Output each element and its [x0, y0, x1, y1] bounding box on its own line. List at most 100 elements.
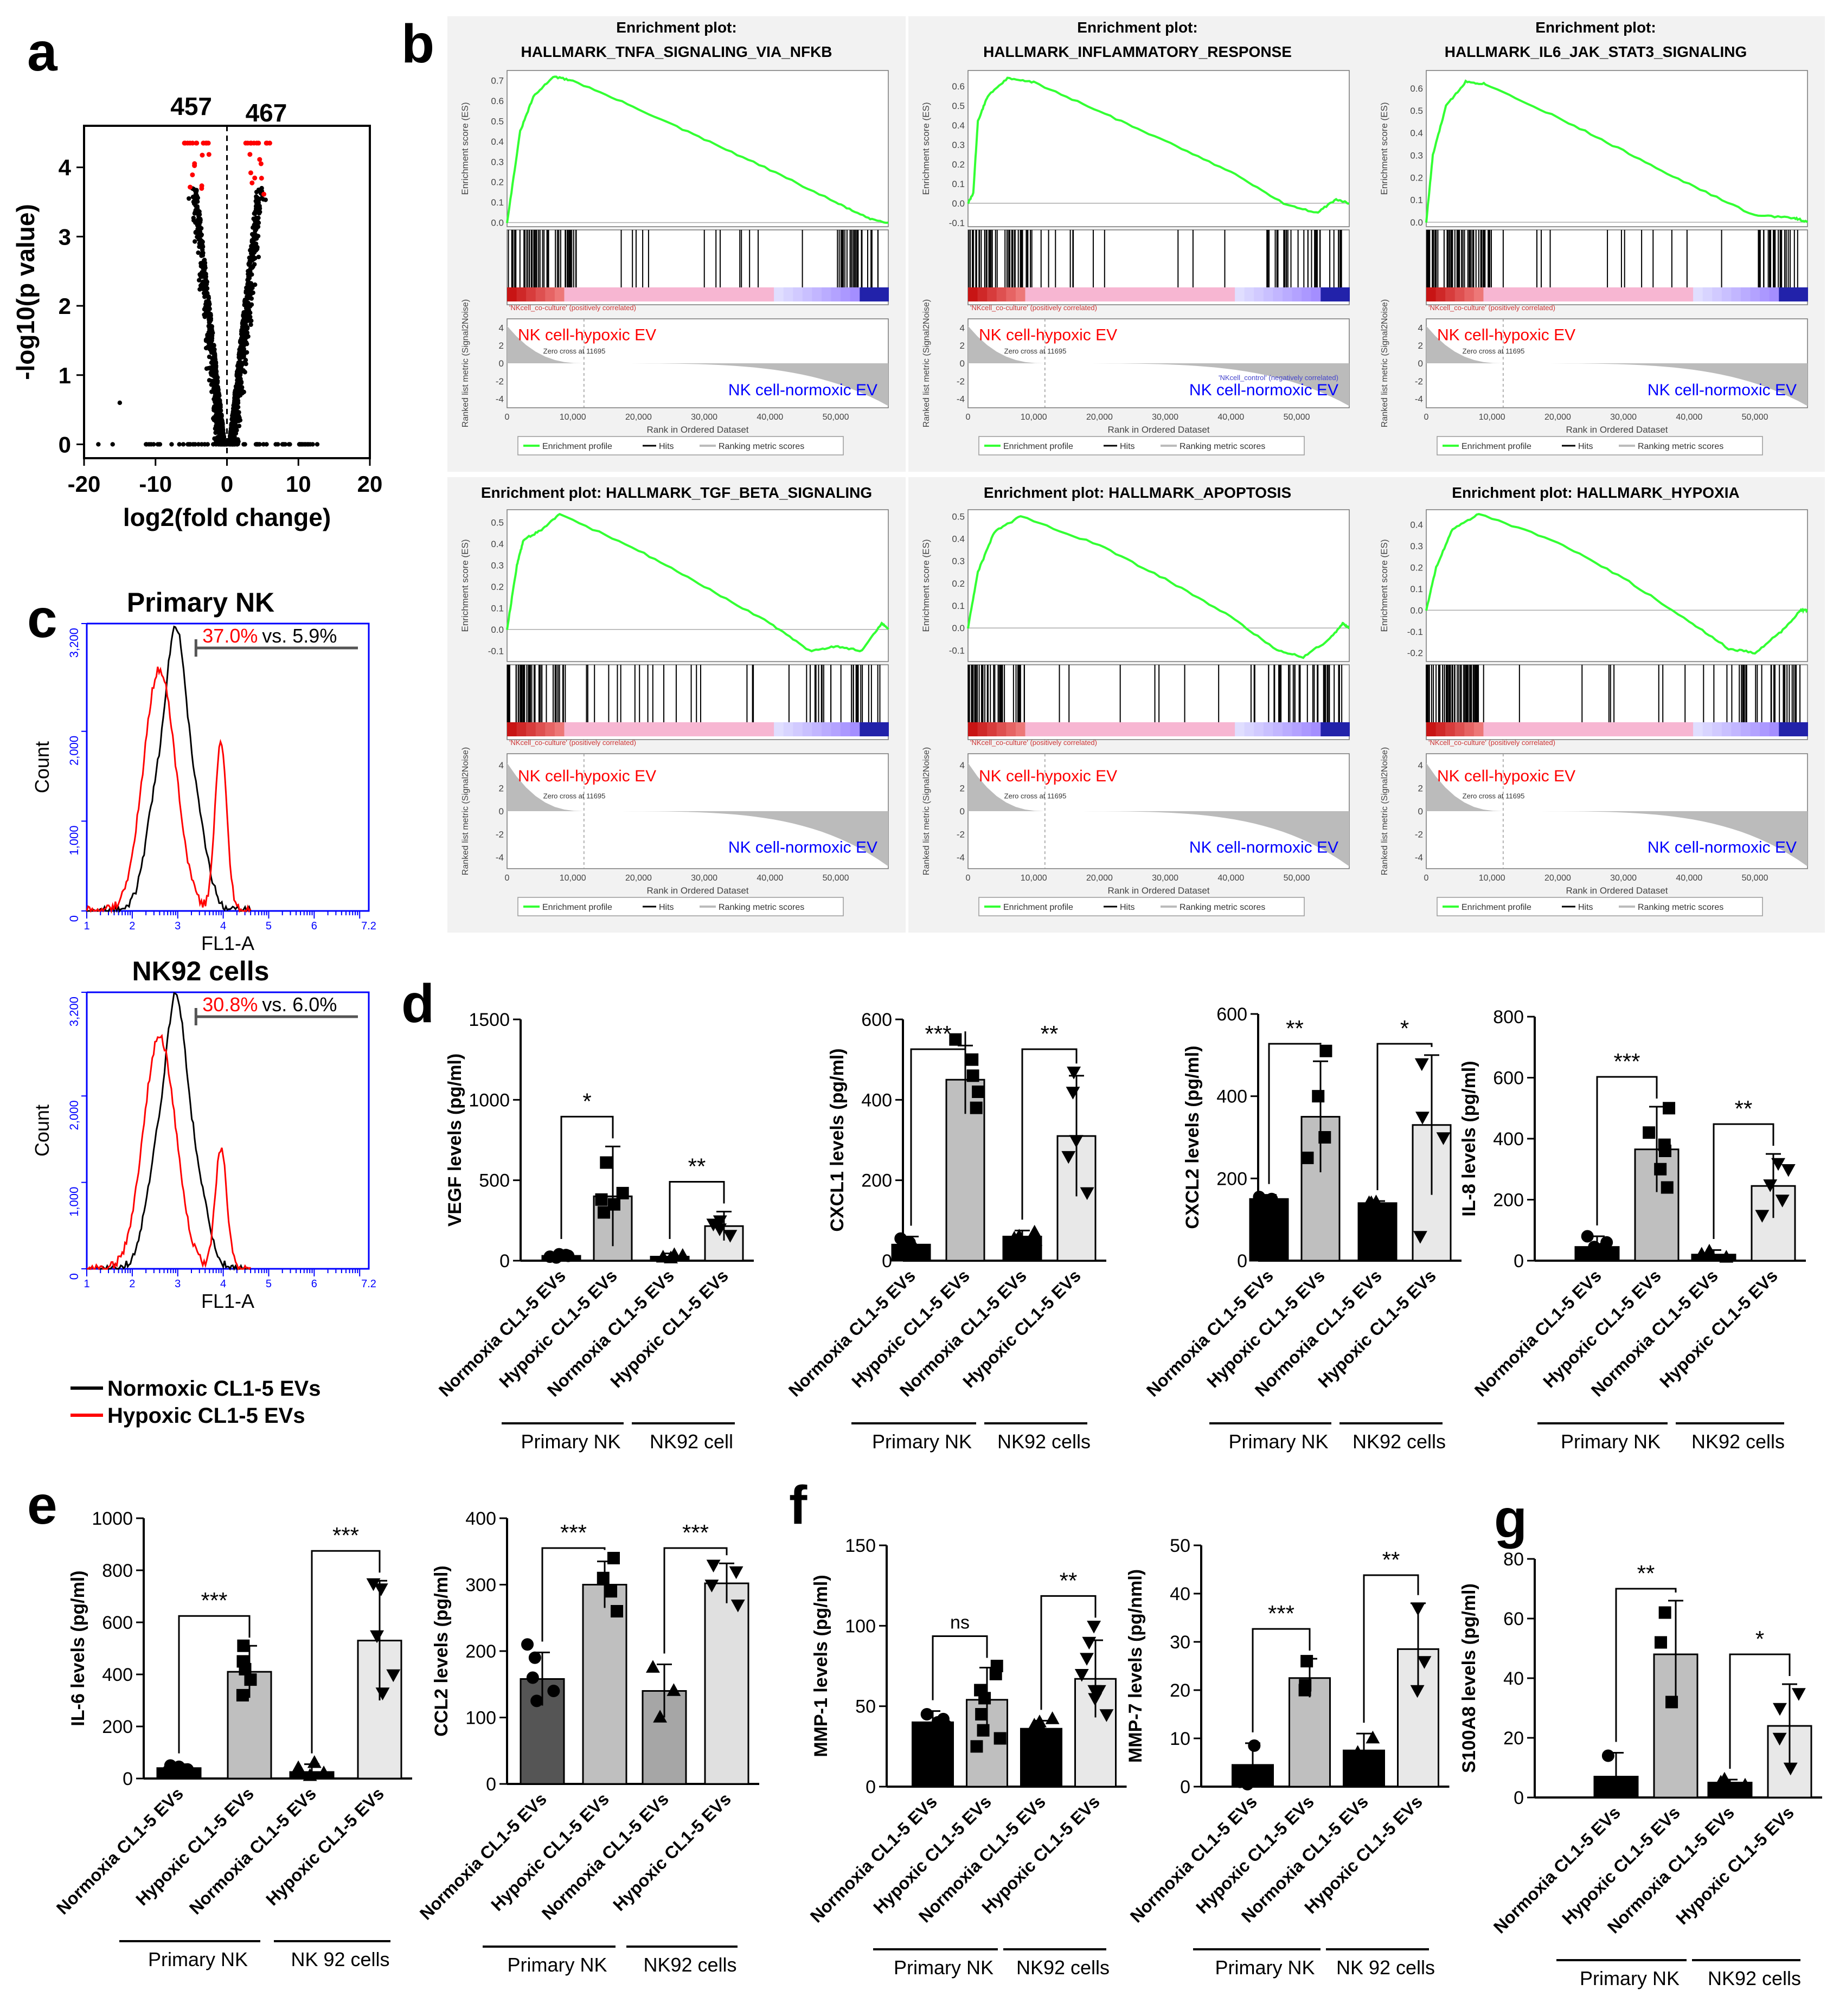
- y-tick-label: 3: [59, 224, 71, 249]
- colorbar-segment: [879, 722, 889, 736]
- volcano-point: [211, 408, 216, 413]
- y-axis-label: VEGF levels (pg/ml): [445, 1054, 465, 1227]
- es-tick: -0.2: [1407, 648, 1423, 658]
- positive-correlation-label: 'NKcell_co-culture' (positively correlat…: [509, 304, 636, 312]
- flow-legend-label: Hypoxic CL1-5 EVs: [107, 1404, 305, 1428]
- volcano-point: [252, 211, 257, 216]
- colorbar-segment: [1750, 287, 1761, 301]
- colorbar-segment: [1588, 722, 1599, 736]
- metric-tick: -4: [496, 394, 504, 405]
- colorbar-segment: [1120, 722, 1131, 736]
- colorbar-segment: [526, 287, 536, 301]
- colorbar-segment: [968, 722, 978, 736]
- colorbar-segment: [1769, 722, 1780, 736]
- group-label: Primary NK: [521, 1430, 620, 1453]
- volcano-point: [219, 413, 223, 418]
- colorbar-segment: [516, 722, 527, 736]
- volcano-point: [246, 268, 251, 274]
- colorbar-segment: [545, 287, 555, 301]
- y-tick-label: 40: [1170, 1584, 1190, 1604]
- flow-x-tick-label: 5: [266, 1278, 272, 1290]
- colorbar-segment: [1054, 287, 1064, 301]
- volcano-point: [213, 373, 218, 378]
- flow-y-tick-label: 0: [67, 915, 81, 922]
- data-point: [1763, 1179, 1778, 1192]
- volcano-point: [215, 410, 220, 415]
- colorbar-segment: [1521, 287, 1532, 301]
- data-point: [1665, 1696, 1678, 1709]
- significance-label: **: [1382, 1547, 1400, 1572]
- data-point: [949, 1033, 962, 1046]
- panel-label-d: d: [401, 973, 434, 1034]
- es-tick: 0.5: [1410, 106, 1423, 116]
- colorbar-segment: [1769, 287, 1780, 301]
- rank-xlabel: Rank in Ordered Dataset: [1566, 885, 1668, 896]
- bar: [704, 1582, 749, 1785]
- volcano-point: [117, 400, 123, 406]
- colorbar-segment: [869, 287, 880, 301]
- volcano-point: [235, 442, 240, 447]
- y-tick-label: 800: [102, 1561, 133, 1581]
- data-point: [1087, 1621, 1101, 1634]
- negative-correlation-label: 'NKcell_control' (negatively correlated): [1219, 374, 1338, 382]
- colorbar-segment: [1731, 722, 1741, 736]
- colorbar-segment: [1206, 722, 1216, 736]
- metric-tick: 4: [1418, 323, 1423, 333]
- volcano-point: [197, 272, 202, 277]
- colorbar-segment: [1101, 722, 1112, 736]
- colorbar-segment: [1330, 722, 1341, 736]
- es-tick: 0.1: [952, 601, 965, 611]
- colorbar-segment: [1636, 287, 1646, 301]
- significance-label: *: [582, 1088, 591, 1114]
- es-tick: 0.2: [952, 579, 965, 589]
- colorbar-segment: [1330, 287, 1341, 301]
- colorbar-segment: [516, 287, 527, 301]
- data-point: [547, 1685, 560, 1697]
- zero-cross-label: Zero cross at 11695: [1463, 347, 1525, 355]
- colorbar-segment: [1712, 722, 1722, 736]
- data-point: [993, 1732, 1007, 1745]
- colorbar-segment: [1006, 722, 1016, 736]
- data-point: [605, 1585, 618, 1598]
- gsea-legend-box: [1437, 897, 1763, 916]
- volcano-point: [205, 442, 210, 447]
- positive-correlation-label: 'NKcell_co-culture' (positively correlat…: [1428, 739, 1555, 747]
- data-point: [600, 1156, 613, 1169]
- volcano-point: [232, 428, 237, 434]
- volcano-points: [96, 140, 320, 447]
- significance-bracket: [1729, 1653, 1791, 1769]
- volcano-significant-point: [200, 152, 205, 158]
- significance-label: **: [1286, 1016, 1304, 1041]
- rank-tick: 50,000: [1742, 413, 1768, 422]
- volcano-point: [215, 380, 220, 385]
- metric-tick: 2: [499, 784, 504, 794]
- volcano-point: [234, 383, 239, 388]
- rank-tick: 40,000: [1676, 413, 1702, 422]
- rank-colorbar: [1426, 722, 1808, 736]
- volcano-point: [240, 347, 245, 352]
- colorbar-segment: [1626, 287, 1637, 301]
- category-label: Normoxia CL1-5 EVs: [185, 1783, 320, 1918]
- colorbar-segment: [1483, 722, 1494, 736]
- significance-label: ***: [1613, 1049, 1640, 1074]
- hypoxic-label: NK cell-hypoxic EV: [518, 326, 656, 344]
- data-point: [974, 1684, 987, 1697]
- metric-tick: -4: [957, 852, 965, 863]
- volcano-point: [203, 286, 208, 292]
- colorbar-segment: [1015, 287, 1026, 301]
- colorbar-segment: [1235, 287, 1245, 301]
- volcano-point: [247, 255, 252, 260]
- significance-label: *: [1755, 1626, 1764, 1652]
- x-tick-label: 10: [286, 471, 311, 497]
- significance-label: **: [1041, 1021, 1059, 1046]
- data-point: [1021, 1730, 1035, 1744]
- data-point: [1092, 1685, 1106, 1698]
- rank-tick: 50,000: [1284, 413, 1310, 422]
- rank-tick: 40,000: [1676, 874, 1702, 883]
- rank-tick: 0: [966, 874, 971, 883]
- volcano-point: [210, 367, 216, 372]
- normoxic-label: NK cell-normoxic EV: [1648, 838, 1797, 856]
- colorbar-segment: [688, 722, 698, 736]
- volcano-point: [234, 413, 239, 419]
